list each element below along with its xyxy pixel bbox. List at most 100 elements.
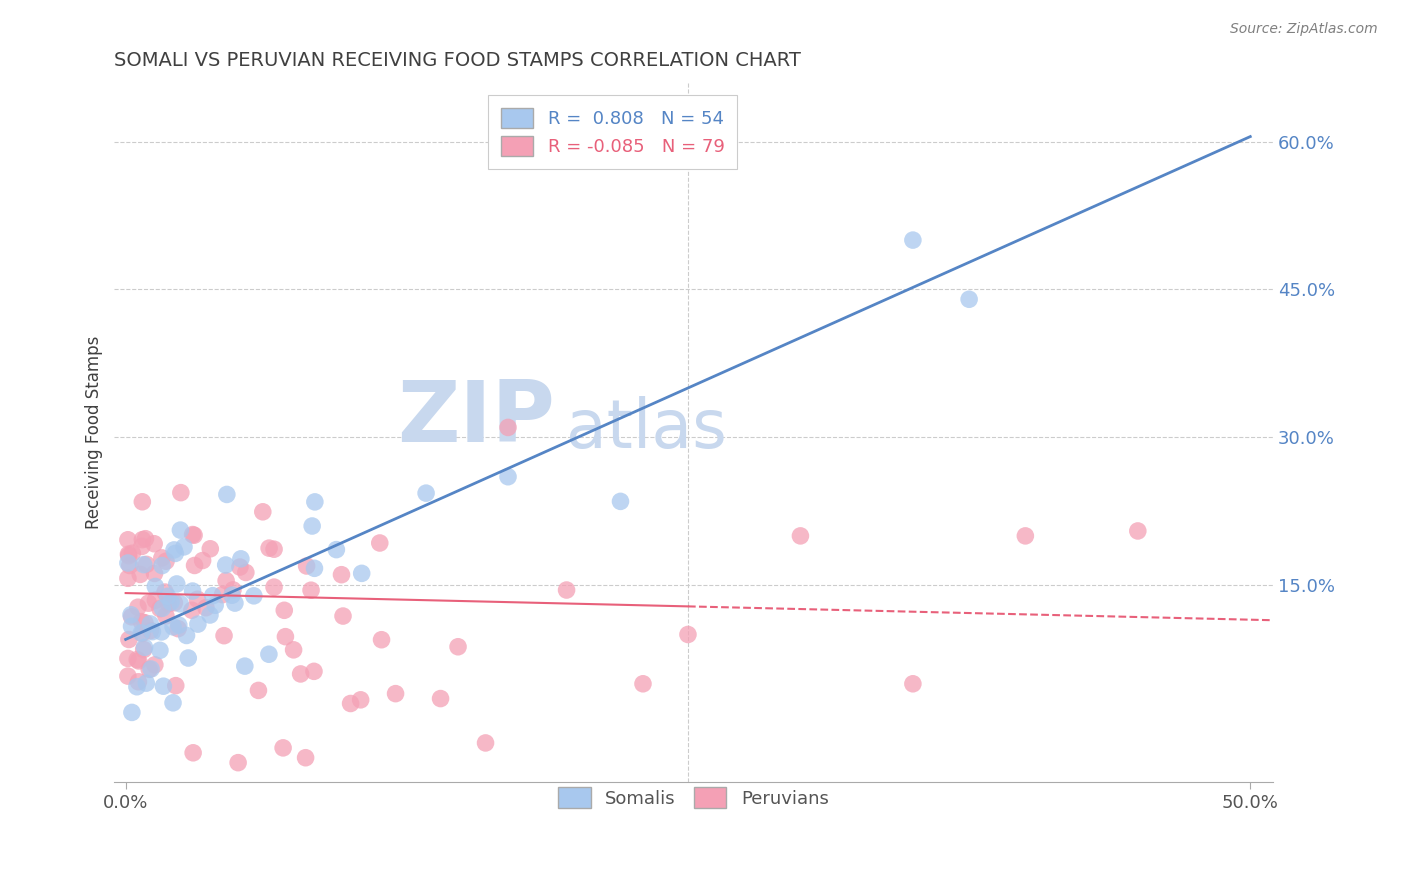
Point	[211, 588, 233, 602]
Point	[131, 533, 153, 547]
Point	[191, 553, 214, 567]
Point	[274, 630, 297, 644]
Point	[120, 607, 142, 622]
Point	[215, 487, 238, 501]
Point	[332, 609, 354, 624]
Point	[555, 582, 578, 597]
Point	[143, 537, 166, 551]
Text: Source: ZipAtlas.com: Source: ZipAtlas.com	[1230, 22, 1378, 37]
Point	[631, 677, 654, 691]
Point	[145, 593, 167, 607]
Point	[155, 608, 177, 623]
Point	[150, 601, 173, 615]
Point	[180, 603, 202, 617]
Point	[118, 632, 141, 647]
Point	[131, 540, 153, 554]
Point	[170, 485, 193, 500]
Point	[226, 756, 249, 770]
Point	[187, 617, 209, 632]
Text: SOMALI VS PERUVIAN RECEIVING FOOD STAMPS CORRELATION CHART: SOMALI VS PERUVIAN RECEIVING FOOD STAMPS…	[114, 51, 801, 70]
Point	[138, 662, 160, 676]
Point	[901, 677, 924, 691]
Point	[181, 584, 204, 599]
Point	[131, 615, 153, 629]
Point	[138, 596, 160, 610]
Point	[181, 746, 204, 760]
Point	[173, 540, 195, 554]
Point	[167, 618, 190, 632]
Point	[295, 559, 318, 574]
Point	[273, 603, 295, 617]
Point	[304, 561, 326, 575]
Point	[447, 640, 470, 654]
Point	[121, 546, 143, 560]
Point	[143, 566, 166, 581]
Point	[134, 615, 156, 630]
Point	[212, 629, 235, 643]
Point	[304, 495, 326, 509]
Point	[215, 558, 238, 572]
Point	[429, 691, 451, 706]
Point	[139, 662, 162, 676]
Point	[117, 669, 139, 683]
Point	[156, 590, 179, 604]
Point	[229, 552, 252, 566]
Point	[609, 494, 631, 508]
Point	[157, 597, 180, 611]
Point	[160, 595, 183, 609]
Point	[127, 674, 149, 689]
Point	[294, 750, 316, 764]
Legend: Somalis, Peruvians: Somalis, Peruvians	[551, 780, 837, 815]
Point	[121, 619, 143, 633]
Point	[125, 680, 148, 694]
Point	[299, 583, 322, 598]
Point	[117, 556, 139, 570]
Point	[131, 626, 153, 640]
Point	[257, 541, 280, 555]
Point	[117, 571, 139, 585]
Point	[177, 651, 200, 665]
Point	[263, 542, 285, 557]
Point	[162, 620, 184, 634]
Point	[139, 624, 162, 638]
Point	[117, 651, 139, 665]
Point	[127, 600, 149, 615]
Point	[139, 616, 162, 631]
Point	[252, 505, 274, 519]
Point	[325, 542, 347, 557]
Point	[350, 693, 373, 707]
Point	[141, 624, 163, 639]
Point	[789, 529, 811, 543]
Point	[235, 566, 257, 580]
Point	[330, 567, 353, 582]
Point	[165, 679, 187, 693]
Point	[181, 527, 204, 541]
Point	[290, 667, 312, 681]
Point	[194, 600, 217, 615]
Point	[1014, 529, 1036, 543]
Point	[149, 601, 172, 615]
Point	[121, 706, 143, 720]
Point	[676, 627, 699, 641]
Point	[117, 533, 139, 547]
Point	[129, 567, 152, 582]
Point	[957, 292, 980, 306]
Point	[150, 624, 173, 639]
Point	[302, 665, 325, 679]
Point	[215, 574, 238, 588]
Point	[222, 582, 245, 597]
Point	[127, 652, 149, 666]
Point	[350, 566, 373, 581]
Point	[229, 560, 252, 574]
Point	[186, 592, 208, 607]
Point	[176, 628, 198, 642]
Point	[167, 622, 190, 636]
Point	[118, 558, 141, 573]
Point	[162, 696, 184, 710]
Point	[301, 519, 323, 533]
Point	[132, 642, 155, 657]
Point	[257, 647, 280, 661]
Point	[415, 486, 437, 500]
Point	[128, 654, 150, 668]
Point	[150, 558, 173, 573]
